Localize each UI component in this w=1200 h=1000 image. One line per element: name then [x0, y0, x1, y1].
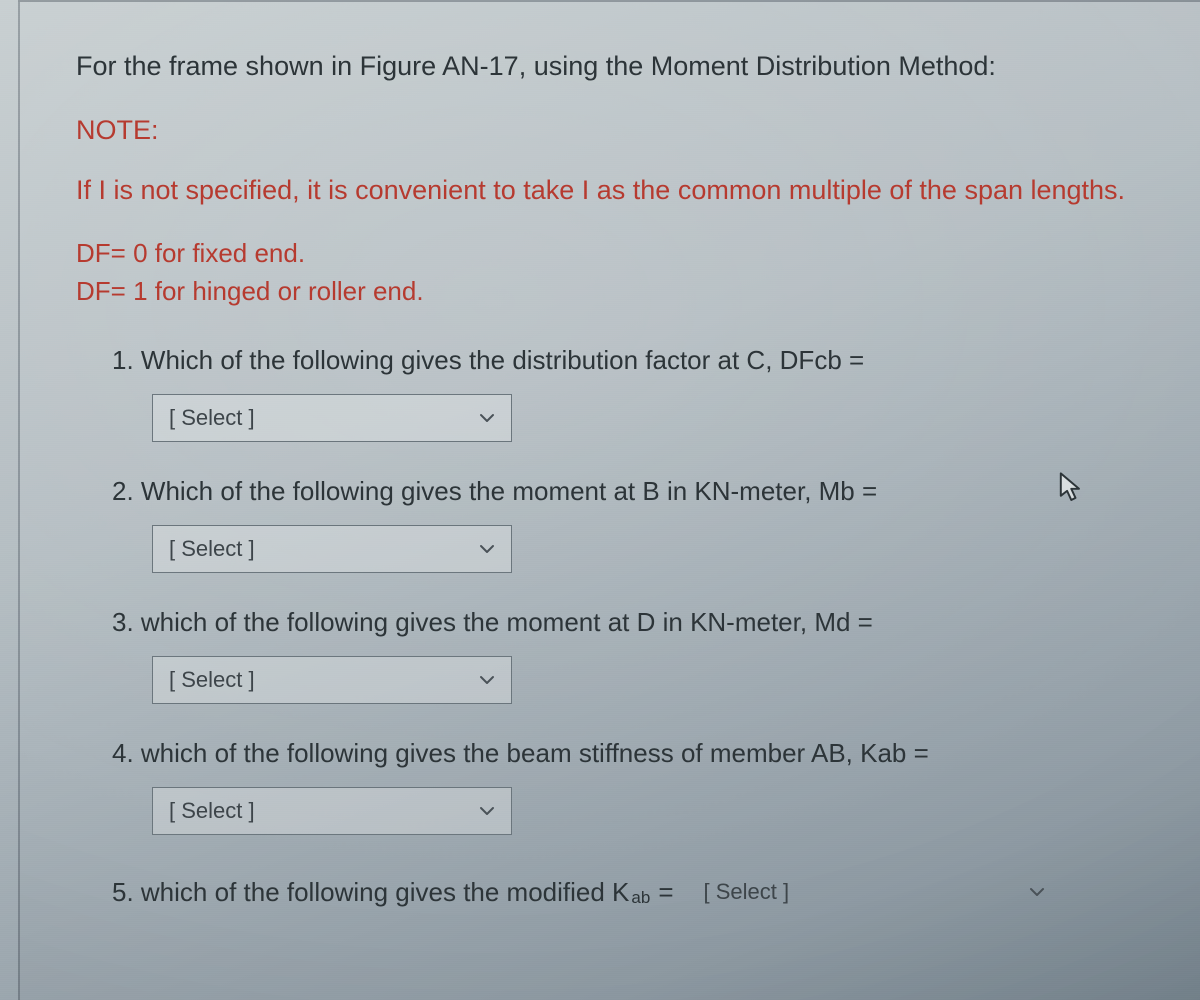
note-label: NOTE:: [76, 115, 1144, 146]
question-5-subscript: ab: [629, 888, 652, 908]
df-line-1: DF= 0 for fixed end.: [76, 235, 1144, 273]
question-1: 1. Which of the following gives the dist…: [76, 341, 1144, 442]
question-3: 3. which of the following gives the mome…: [76, 603, 1144, 704]
question-2: 2. Which of the following gives the mome…: [76, 472, 1144, 573]
chevron-down-icon: [479, 541, 495, 557]
select-placeholder: [ Select ]: [169, 667, 255, 693]
note-body: If I is not specified, it is convenient …: [76, 170, 1144, 212]
question-sheet: For the frame shown in Figure AN-17, usi…: [18, 0, 1200, 1000]
df-notes: DF= 0 for fixed end. DF= 1 for hinged or…: [76, 235, 1144, 310]
question-2-select[interactable]: [ Select ]: [152, 525, 512, 573]
chevron-down-icon: [479, 410, 495, 426]
select-placeholder: [ Select ]: [704, 879, 790, 905]
select-placeholder: [ Select ]: [169, 798, 255, 824]
question-4-select[interactable]: [ Select ]: [152, 787, 512, 835]
question-1-select[interactable]: [ Select ]: [152, 394, 512, 442]
intro-text: For the frame shown in Figure AN-17, usi…: [76, 46, 1144, 87]
question-5-text-pre: 5. which of the following gives the modi…: [112, 877, 629, 908]
chevron-down-icon: [479, 672, 495, 688]
question-4: 4. which of the following gives the beam…: [76, 734, 1144, 835]
select-placeholder: [ Select ]: [169, 536, 255, 562]
question-3-select[interactable]: [ Select ]: [152, 656, 512, 704]
question-5-text-post: =: [658, 877, 673, 908]
question-5-select[interactable]: [ Select ]: [696, 879, 1054, 905]
mouse-cursor-icon: [1058, 472, 1086, 502]
question-4-text: 4. which of the following gives the beam…: [76, 734, 1144, 773]
select-placeholder: [ Select ]: [169, 405, 255, 431]
question-1-text: 1. Which of the following gives the dist…: [76, 341, 1144, 380]
chevron-down-icon: [1029, 884, 1045, 900]
chevron-down-icon: [479, 803, 495, 819]
question-3-text: 3. which of the following gives the mome…: [76, 603, 1144, 642]
question-5: 5. which of the following gives the modi…: [76, 877, 1144, 908]
question-2-text: 2. Which of the following gives the mome…: [76, 472, 1144, 511]
df-line-2: DF= 1 for hinged or roller end.: [76, 273, 1144, 311]
